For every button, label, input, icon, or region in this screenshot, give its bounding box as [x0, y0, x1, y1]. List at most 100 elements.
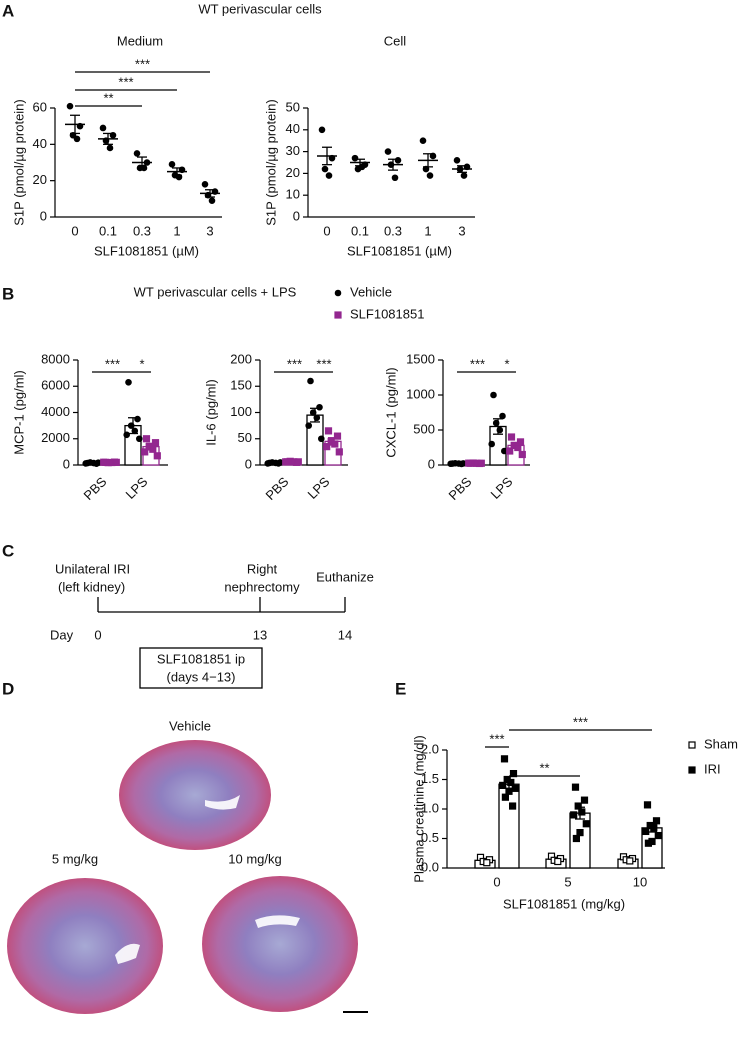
chart-title: Cell: [384, 33, 407, 48]
y-tick-label: 0: [63, 456, 70, 471]
point: [123, 431, 130, 439]
significance-label: **: [103, 90, 113, 105]
y-axis-label: IL-6 (pg/ml): [203, 379, 218, 445]
timeline: [97, 597, 346, 689]
legend-marker: [334, 289, 342, 297]
legend-marker: [334, 311, 342, 319]
point: [142, 435, 151, 443]
point: [483, 859, 491, 867]
image-label: 10 mg/kg: [228, 851, 281, 866]
y-tick-label: 2.0: [421, 741, 439, 756]
x-tick-label: 3: [458, 223, 465, 238]
y-tick-label: 60: [33, 99, 47, 114]
point: [572, 834, 581, 843]
x-tick-label: 1: [424, 223, 431, 238]
x-tick-label: 0.1: [351, 223, 369, 238]
point: [453, 157, 461, 164]
significance-label: ***: [316, 356, 331, 371]
point: [391, 174, 399, 182]
y-tick-label: 0: [293, 208, 300, 223]
significance-label: *: [139, 356, 144, 371]
point: [570, 811, 578, 819]
point: [82, 460, 89, 467]
y-tick-label: 500: [413, 421, 435, 436]
point: [333, 432, 342, 440]
point: [282, 458, 290, 466]
x-axis-label: SLF1081851 (mg/kg): [503, 896, 625, 911]
point: [73, 135, 81, 143]
x-tick-label: 0.1: [99, 223, 117, 238]
y-tick-label: 40: [286, 121, 300, 136]
point: [644, 839, 653, 847]
point: [654, 831, 662, 840]
panel-label: B: [2, 284, 14, 303]
point: [419, 137, 427, 144]
x-tick-label: LPS: [123, 474, 151, 502]
point: [168, 161, 176, 168]
y-tick-label: 0.5: [421, 830, 439, 845]
point: [149, 445, 157, 453]
y-tick-label: 8000: [41, 351, 70, 366]
point: [133, 150, 141, 157]
day: 13: [253, 627, 267, 642]
point: [112, 458, 120, 466]
legend-label: IRI: [704, 761, 721, 776]
point: [351, 154, 359, 162]
point: [477, 459, 485, 467]
point: [488, 440, 496, 448]
day-label: Day: [50, 627, 74, 642]
legend-marker: [688, 741, 696, 749]
x-tick-label: 1: [173, 223, 180, 238]
point: [141, 448, 149, 456]
x-tick-label: PBS: [446, 474, 475, 503]
point: [136, 435, 143, 443]
point: [578, 808, 586, 816]
y-tick-label: 1500: [406, 351, 435, 366]
point: [100, 458, 108, 466]
y-tick-label: 10: [286, 187, 300, 202]
x-tick-label: LPS: [488, 474, 516, 502]
point: [571, 783, 580, 791]
y-tick-label: 0.0: [421, 859, 439, 874]
event-label: Right: [247, 561, 278, 576]
image-label: Vehicle: [169, 718, 211, 733]
y-axis-label: CXCL-1 (pg/ml): [383, 367, 398, 457]
point: [321, 165, 329, 173]
point: [626, 857, 634, 865]
x-tick-label: PBS: [81, 474, 110, 503]
point: [309, 409, 317, 416]
treatment: (days 4−13): [166, 669, 235, 684]
point: [511, 784, 519, 792]
significance-label: ***: [135, 56, 150, 71]
point: [99, 124, 107, 132]
point: [574, 802, 582, 810]
event-label: nephrectomy: [224, 579, 300, 594]
day: 0: [94, 627, 101, 642]
day: 14: [338, 627, 352, 642]
point: [499, 412, 506, 420]
point: [318, 126, 326, 134]
treatment: SLF1081851 ip: [157, 651, 245, 666]
point: [323, 443, 331, 451]
panel-title: WT perivascular cells: [198, 1, 322, 16]
point: [652, 817, 661, 825]
significance-label: ***: [489, 731, 504, 746]
y-tick-label: 100: [230, 404, 252, 419]
panel-label: E: [395, 679, 406, 698]
point: [509, 802, 517, 810]
x-tick-label: 5: [564, 874, 571, 889]
image-label: 5 mg/kg: [52, 851, 98, 866]
y-axis-label: Plasma creatinine (mg/dl): [411, 735, 426, 882]
event-label: (left kidney): [58, 579, 125, 594]
point: [305, 422, 313, 429]
y-tick-label: 2000: [41, 430, 70, 445]
point: [643, 801, 652, 809]
x-tick-label: 0: [71, 223, 78, 238]
point: [131, 427, 139, 435]
x-axis-label: SLF1081851 (µM): [94, 243, 199, 258]
point: [264, 460, 272, 467]
x-tick-label: 0: [493, 874, 500, 889]
point: [582, 820, 590, 828]
point: [325, 172, 333, 179]
y-axis-label: S1P (pmol/µg protein): [263, 99, 278, 225]
